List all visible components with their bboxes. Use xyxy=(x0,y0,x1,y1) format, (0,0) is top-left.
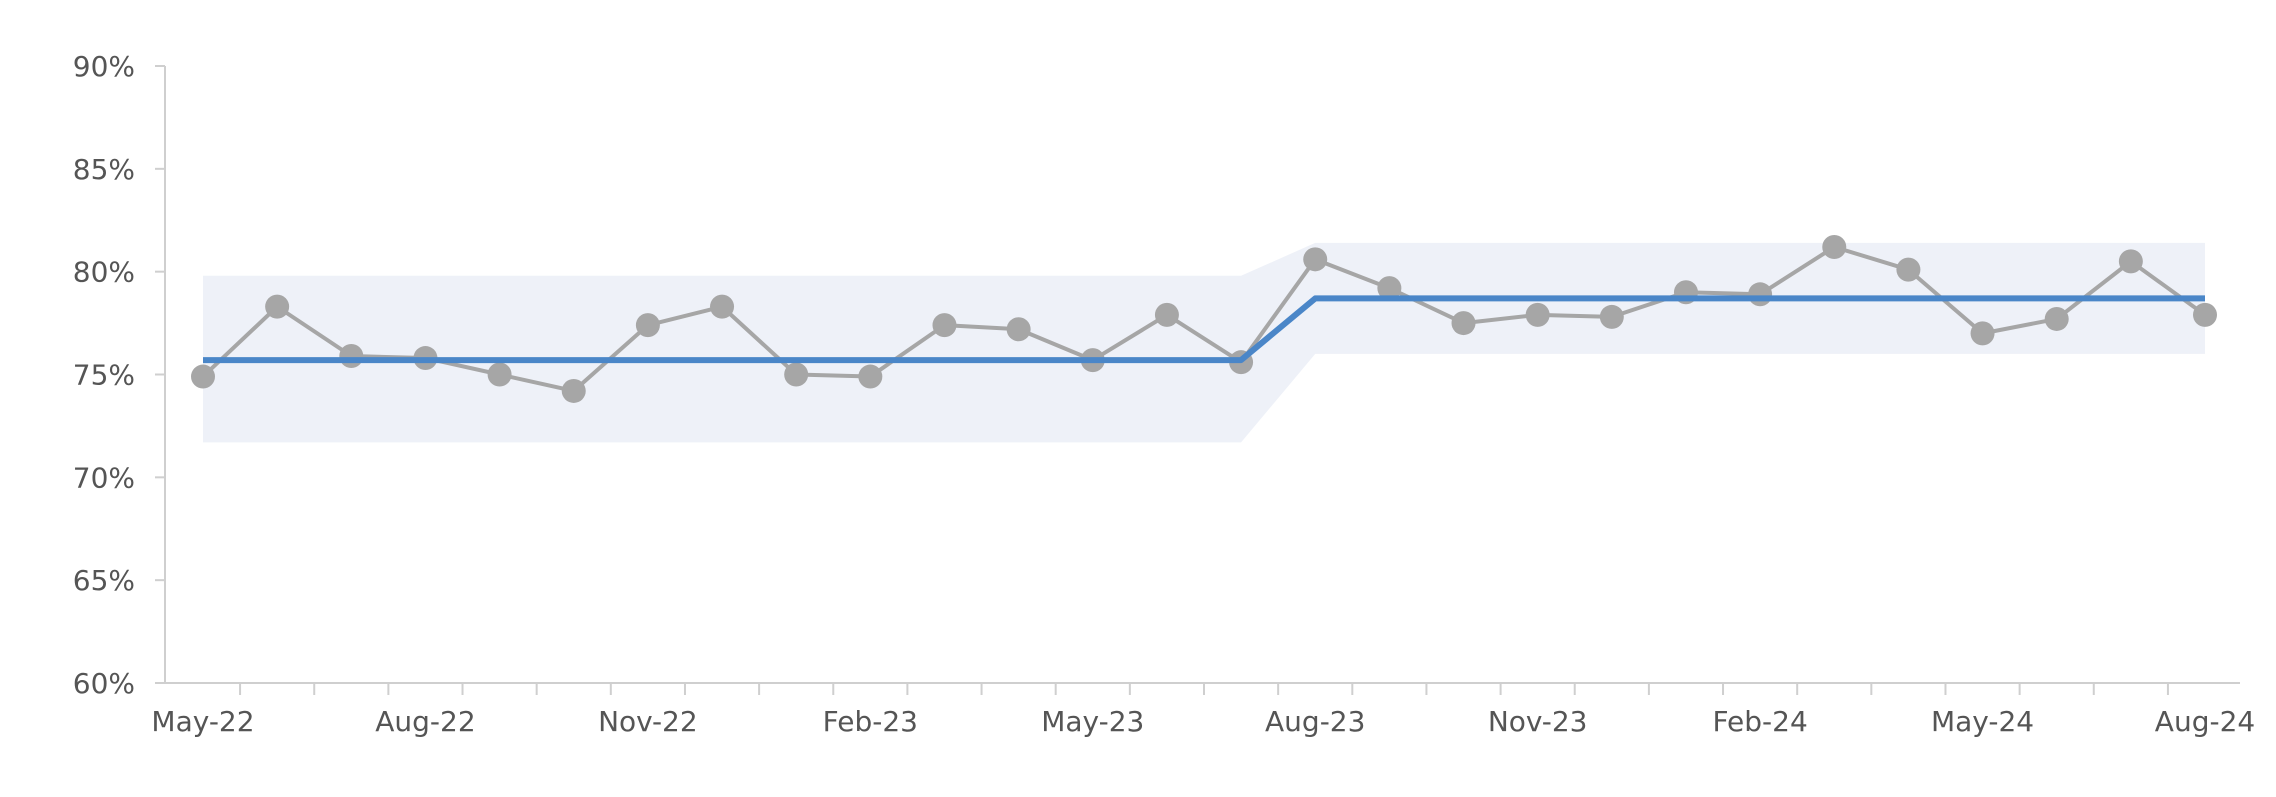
y-tick-labels: 60% 65% 70% 75% 80% 85% 90% xyxy=(73,50,165,700)
data-series-line xyxy=(201,244,2207,393)
data-point xyxy=(858,364,883,389)
y-tick-label: 85% xyxy=(73,153,135,186)
data-point xyxy=(2044,306,2069,331)
data-point xyxy=(1525,302,1550,327)
data-point xyxy=(2193,302,2217,327)
data-point xyxy=(1599,304,1624,329)
data-point xyxy=(932,313,957,338)
x-tick-label: May-24 xyxy=(1931,705,2034,738)
x-tick-label: Nov-23 xyxy=(1488,705,1588,738)
data-point xyxy=(561,378,586,403)
data-point xyxy=(1970,321,1995,346)
data-point xyxy=(710,294,735,319)
data-point xyxy=(1303,247,1328,272)
data-point xyxy=(2118,249,2143,274)
center-line-layer xyxy=(203,295,2205,364)
y-tick-label: 65% xyxy=(73,564,135,597)
x-ticks: May-22 Aug-22 Nov-22 Feb-23 May-23 Aug-23 Nov-… xyxy=(151,683,2255,738)
x-tick-label: May-23 xyxy=(1041,705,1144,738)
x-tick-label: Nov-22 xyxy=(598,705,698,738)
x-tick-label: Aug-23 xyxy=(1265,705,1365,738)
data-point xyxy=(1896,257,1921,282)
data-point xyxy=(1006,317,1031,342)
data-point xyxy=(635,313,660,338)
x-tick-label: May-22 xyxy=(151,705,254,738)
data-point xyxy=(784,362,809,387)
center-line xyxy=(203,295,2205,364)
data-point xyxy=(1822,234,1847,259)
y-tick-label: 70% xyxy=(73,461,135,494)
x-tick-label: Feb-24 xyxy=(1712,705,1807,738)
x-tick-label: Aug-22 xyxy=(375,705,475,738)
data-point xyxy=(265,294,290,319)
data-point xyxy=(1748,282,1773,307)
y-tick-label: 75% xyxy=(73,359,135,392)
x-tick-label: Aug-24 xyxy=(2155,705,2255,738)
data-point xyxy=(339,343,364,368)
x-tick-label: Feb-23 xyxy=(823,705,918,738)
data-point xyxy=(191,364,215,389)
data-point xyxy=(1377,276,1402,301)
y-tick-label: 60% xyxy=(73,667,135,700)
y-tick-label: 80% xyxy=(73,256,135,289)
y-tick-label: 90% xyxy=(73,50,135,83)
data-point xyxy=(1154,302,1179,327)
data-point xyxy=(487,362,512,387)
data-point xyxy=(1451,311,1476,336)
